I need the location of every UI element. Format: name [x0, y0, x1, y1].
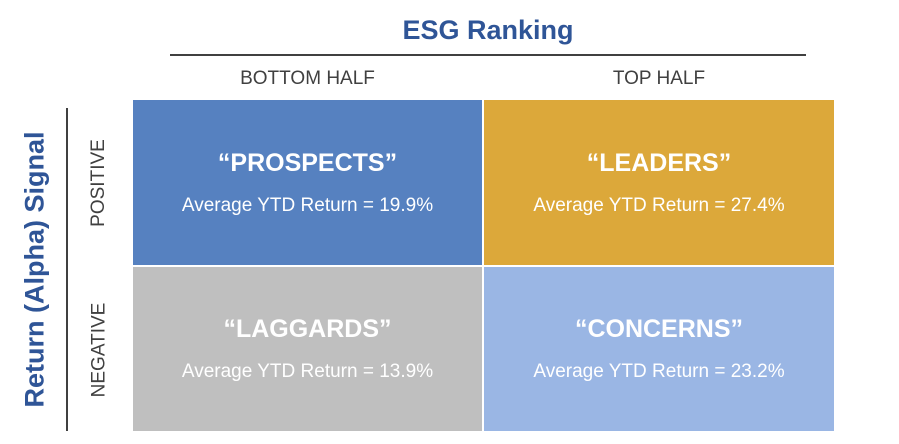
quadrant-prospects-title: “PROSPECTS” — [217, 148, 398, 177]
quadrant-prospects: “PROSPECTS” Average YTD Return = 19.9% — [133, 100, 482, 265]
x-axis-title: ESG Ranking — [402, 15, 574, 45]
quadrant-leaders-title: “LEADERS” — [586, 148, 732, 177]
quadrant-leaders-return: Average YTD Return = 27.4% — [533, 194, 785, 216]
quadrant-leaders: “LEADERS” Average YTD Return = 27.4% — [484, 100, 834, 265]
y-axis-rule — [66, 108, 68, 431]
quadrant-laggards-return: Average YTD Return = 13.9% — [181, 361, 434, 382]
quadrant-laggards-title: “LAGGARDS” — [223, 315, 392, 343]
row-header-negative-container: NEGATIVE — [74, 267, 124, 432]
quadrant-concerns-return: Average YTD Return = 23.2% — [533, 361, 785, 382]
x-axis-rule — [170, 54, 806, 56]
quadrant-concerns-title: “CONCERNS” — [574, 315, 744, 343]
y-axis-title: Return (Alpha) Signal — [19, 131, 50, 408]
column-header-top-half: TOP HALF — [612, 68, 706, 89]
column-header-bottom-half: BOTTOM HALF — [240, 68, 375, 89]
row-header-positive: POSITIVE — [88, 138, 110, 227]
row-header-positive-container: POSITIVE — [74, 100, 124, 265]
row-header-negative: NEGATIVE — [88, 302, 110, 397]
quadrant-prospects-return: Average YTD Return = 19.9% — [181, 194, 434, 216]
y-axis-title-container: Return (Alpha) Signal — [2, 108, 68, 431]
quadrant-laggards: “LAGGARDS” Average YTD Return = 13.9% — [133, 267, 482, 431]
quadrant-concerns: “CONCERNS” Average YTD Return = 23.2% — [484, 267, 834, 431]
